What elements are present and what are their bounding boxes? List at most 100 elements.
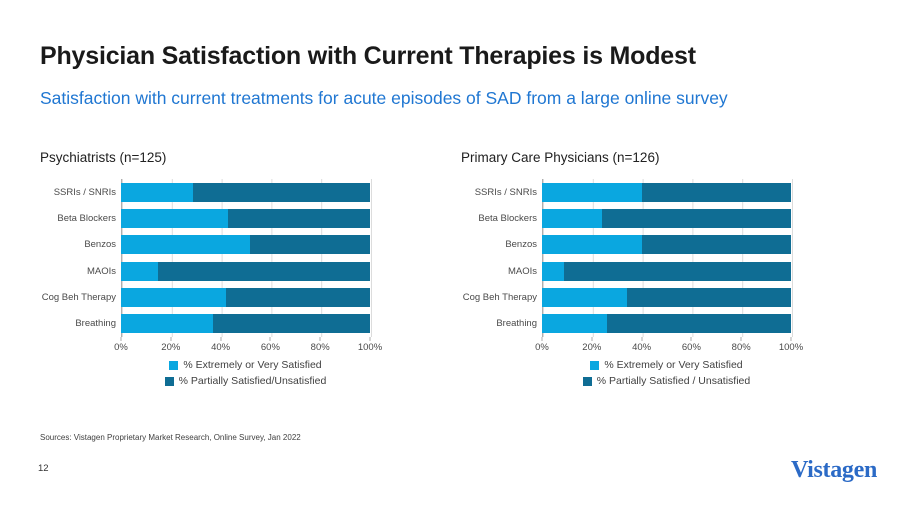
- tick-label: 100%: [778, 342, 804, 353]
- bar-row: Breathing: [40, 314, 370, 334]
- bar-segment-partial: [250, 235, 370, 255]
- category-label: Breathing: [496, 318, 537, 330]
- bar-track: [121, 208, 370, 228]
- tick-mark: [120, 337, 122, 341]
- bar-row: MAOIs: [461, 261, 791, 281]
- bar-track: [542, 261, 791, 281]
- bar-segment-partial: [228, 208, 370, 228]
- category-label: SSRIs / SNRIs: [53, 186, 116, 198]
- tick-mark: [369, 337, 371, 341]
- bar-track: [121, 235, 370, 255]
- tick-label: 0%: [114, 342, 128, 353]
- bar-track: [542, 235, 791, 255]
- psychiatrists-chart: Psychiatrists (n=125) SSRIs / SNRIs Beta …: [40, 150, 385, 387]
- tick-mark: [641, 337, 643, 341]
- bar-track: [121, 314, 370, 334]
- bar-segment-partial: [564, 261, 791, 281]
- bar-segment-partial: [193, 182, 370, 202]
- tick-mark: [269, 337, 271, 341]
- bar-rows: SSRIs / SNRIs Beta Blockers Benzos MAOIs Cog…: [40, 179, 370, 337]
- tick-mark: [790, 337, 792, 341]
- legend-swatch-icon: [169, 360, 179, 370]
- bar-segment-partial: [213, 314, 370, 334]
- bar-segment-partial: [225, 287, 370, 307]
- tick-mark: [591, 337, 593, 341]
- plot-area: SSRIs / SNRIs Beta Blockers Benzos MAOIs Cog…: [461, 179, 793, 337]
- legend-item: % Extremely or Very Satisfied: [590, 359, 743, 371]
- category-label: Breathing: [75, 318, 116, 330]
- sources-note: Sources: Vistagen Proprietary Market Res…: [40, 433, 301, 442]
- x-axis: 0% 20% 40% 60% 80% 100%: [114, 337, 382, 353]
- vistagen-logo: Vistagen: [790, 457, 877, 483]
- legend-label: % Extremely or Very Satisfied: [183, 359, 322, 371]
- bar-segment-satisfied: [121, 261, 159, 281]
- bar-segment-satisfied: [121, 208, 229, 228]
- category-label: Benzos: [505, 239, 537, 251]
- bar-row: Benzos: [461, 235, 791, 255]
- bar-segment-satisfied: [121, 235, 251, 255]
- legend-swatch-icon: [164, 376, 174, 386]
- bar-segment-partial: [641, 235, 791, 255]
- primary-care-chart: Primary Care Physicians (n=126) SSRIs / …: [461, 150, 806, 387]
- bar-track: [542, 208, 791, 228]
- legend: % Extremely or Very Satisfied % Partially…: [542, 359, 791, 387]
- bar-segment-satisfied: [542, 208, 602, 228]
- bar-row: Beta Blockers: [461, 208, 791, 228]
- bar-segment-satisfied: [121, 287, 226, 307]
- tick-mark: [220, 337, 222, 341]
- category-label: Cog Beh Therapy: [462, 291, 537, 303]
- category-label: Beta Blockers: [478, 212, 537, 224]
- bar-segment-satisfied: [542, 314, 607, 334]
- bar-row: Breathing: [461, 314, 791, 334]
- slide-title: Physician Satisfaction with Current Ther…: [40, 42, 696, 70]
- legend: % Extremely or Very Satisfied % Partially…: [121, 359, 370, 387]
- tick-label: 40%: [632, 342, 652, 353]
- bar-segment-satisfied: [542, 287, 627, 307]
- category-label: Benzos: [84, 239, 116, 251]
- bar-segment-satisfied: [121, 314, 214, 334]
- tick-label: 60%: [260, 342, 280, 353]
- tick-mark: [170, 337, 172, 341]
- tick-mark: [319, 337, 321, 341]
- bar-row: SSRIs / SNRIs: [461, 182, 791, 202]
- bar-row: Cog Beh Therapy: [461, 287, 791, 307]
- legend-swatch-icon: [582, 376, 592, 386]
- gridlines: [121, 179, 372, 337]
- legend-label: % Extremely or Very Satisfied: [604, 359, 743, 371]
- legend-item: % Partially Satisfied / Unsatisfied: [582, 375, 751, 387]
- legend-label: % Partially Satisfied/Unsatisfied: [178, 375, 327, 387]
- x-axis: 0% 20% 40% 60% 80% 100%: [535, 337, 803, 353]
- tick-label: 20%: [161, 342, 181, 353]
- legend-label: % Partially Satisfied / Unsatisfied: [596, 375, 751, 387]
- bar-segment-satisfied: [542, 235, 642, 255]
- page-number: 12: [38, 463, 49, 474]
- tick-label: 40%: [211, 342, 231, 353]
- legend-item: % Extremely or Very Satisfied: [169, 359, 322, 371]
- legend-swatch-icon: [590, 360, 600, 370]
- category-label: Cog Beh Therapy: [41, 291, 116, 303]
- legend-item: % Partially Satisfied/Unsatisfied: [164, 375, 327, 387]
- bar-row: Beta Blockers: [40, 208, 370, 228]
- tick-label: 80%: [731, 342, 751, 353]
- bar-row: SSRIs / SNRIs: [40, 182, 370, 202]
- category-label: MAOIs: [507, 265, 537, 277]
- bar-segment-partial: [601, 208, 791, 228]
- bar-track: [542, 314, 791, 334]
- bar-row: Benzos: [40, 235, 370, 255]
- category-label: SSRIs / SNRIs: [474, 186, 537, 198]
- tick-label: 0%: [535, 342, 549, 353]
- chart-title-psychiatrists: Psychiatrists (n=125): [40, 150, 167, 165]
- bar-track: [542, 287, 791, 307]
- tick-mark: [740, 337, 742, 341]
- bar-track: [121, 287, 370, 307]
- slide-subtitle: Satisfaction with current treatments for…: [40, 88, 728, 108]
- bar-segment-partial: [626, 287, 791, 307]
- bar-segment-partial: [641, 182, 791, 202]
- bar-row: MAOIs: [40, 261, 370, 281]
- tick-label: 60%: [681, 342, 701, 353]
- tick-label: 100%: [357, 342, 383, 353]
- bar-rows: SSRIs / SNRIs Beta Blockers Benzos MAOIs Cog…: [461, 179, 791, 337]
- chart-title-primary-care: Primary Care Physicians (n=126): [461, 150, 660, 165]
- plot-area: SSRIs / SNRIs Beta Blockers Benzos MAOIs Cog…: [40, 179, 372, 337]
